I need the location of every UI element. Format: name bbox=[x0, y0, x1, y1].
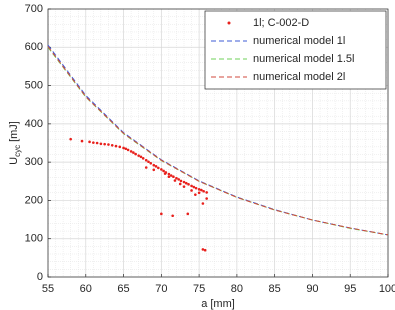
y-label-main: U bbox=[8, 157, 20, 165]
scatter-point bbox=[134, 152, 137, 156]
x-tick-label: 85 bbox=[269, 283, 281, 295]
scatter-point bbox=[167, 175, 171, 178]
scatter-point bbox=[182, 180, 186, 184]
model-line bbox=[47, 46, 389, 236]
scatter-point bbox=[192, 185, 196, 189]
legend-label: numerical model 1l bbox=[253, 35, 345, 47]
scatter-point bbox=[190, 189, 193, 192]
scatter-point bbox=[187, 183, 190, 186]
scatter-point bbox=[184, 181, 188, 185]
scatter-point bbox=[152, 163, 156, 167]
x-tick-label: 80 bbox=[231, 283, 243, 295]
scatter-point bbox=[194, 193, 197, 196]
scatter-point bbox=[141, 157, 145, 160]
scatter-point bbox=[160, 212, 163, 216]
scatter-point bbox=[177, 178, 181, 181]
scatter-point bbox=[162, 169, 165, 173]
scatter-point bbox=[144, 166, 148, 169]
y-tick-label: 100 bbox=[25, 233, 43, 245]
scatter-point bbox=[205, 197, 208, 200]
legend-label: numerical model 1.5l bbox=[253, 53, 355, 65]
y-tick-label: 300 bbox=[25, 156, 43, 168]
scatter-point bbox=[197, 191, 201, 195]
scatter-point bbox=[182, 185, 186, 188]
scatter-point bbox=[69, 137, 72, 141]
x-tick-label: 95 bbox=[344, 283, 356, 295]
scatter-point bbox=[202, 189, 205, 193]
x-tick-label: 90 bbox=[306, 283, 318, 295]
y-tick-label: 200 bbox=[25, 194, 43, 206]
scatter-point bbox=[194, 186, 198, 190]
scatter-point bbox=[190, 184, 193, 188]
scatter-point bbox=[132, 151, 135, 154]
scatter-point bbox=[88, 140, 91, 144]
y-tick-label: 400 bbox=[25, 118, 43, 130]
scatter-point bbox=[107, 143, 110, 146]
scatter-point bbox=[114, 144, 118, 148]
scatter-point bbox=[110, 143, 114, 147]
x-tick-label: 65 bbox=[117, 283, 129, 295]
scatter-point bbox=[149, 161, 153, 165]
y-tick-label: 600 bbox=[25, 41, 43, 53]
scatter-point bbox=[200, 188, 203, 192]
plot-frame bbox=[47, 8, 389, 278]
scatter-point bbox=[201, 248, 205, 251]
scatter-point bbox=[157, 166, 160, 170]
scatter-point bbox=[129, 150, 133, 153]
scatter-point bbox=[99, 142, 103, 146]
y-tick-label: 700 bbox=[25, 3, 43, 15]
scatter-point bbox=[147, 160, 150, 164]
scatter-point bbox=[160, 168, 163, 171]
scatter-point bbox=[152, 168, 156, 172]
scatter-point bbox=[122, 146, 125, 150]
scatter-point bbox=[126, 148, 130, 152]
scatter-point bbox=[171, 214, 174, 218]
scatter-point bbox=[103, 142, 106, 146]
y-label-unit: [mJ] bbox=[8, 121, 20, 142]
scatter-point bbox=[186, 212, 190, 216]
scatter-point bbox=[124, 147, 128, 151]
scatter-point bbox=[172, 175, 175, 178]
scatter-point bbox=[137, 154, 140, 157]
x-tick-label: 75 bbox=[193, 283, 205, 295]
scatter-point bbox=[163, 172, 167, 175]
scatter-point bbox=[201, 202, 205, 205]
scatter-point bbox=[203, 248, 207, 252]
y-tick-label: 0 bbox=[37, 271, 43, 283]
legend-label: numerical model 2l bbox=[253, 71, 345, 83]
x-axis-label: a [mm] bbox=[201, 298, 235, 310]
scatter-point bbox=[169, 174, 173, 177]
scatter-point bbox=[173, 179, 177, 182]
y-label-sub: cyc bbox=[13, 145, 22, 157]
scatter-point bbox=[92, 141, 95, 144]
x-tick-label: 60 bbox=[80, 283, 92, 295]
x-tick-label: 55 bbox=[42, 283, 54, 295]
x-tick-label: 100 bbox=[379, 283, 395, 295]
scatter-point bbox=[139, 155, 143, 159]
scatter-point bbox=[175, 176, 178, 180]
scatter-point bbox=[80, 139, 84, 143]
scatter-point bbox=[197, 188, 201, 191]
scatter-point bbox=[154, 165, 158, 168]
scatter-point bbox=[179, 179, 183, 183]
y-tick-label: 500 bbox=[25, 79, 43, 91]
scatter-point bbox=[118, 145, 122, 149]
x-tick-label: 70 bbox=[155, 283, 167, 295]
scatter-point bbox=[144, 158, 148, 162]
scatter-point bbox=[178, 182, 182, 186]
scatter-point bbox=[205, 191, 208, 194]
legend-box bbox=[204, 10, 387, 90]
legend-label: 1l; C-002-D bbox=[253, 17, 309, 29]
scatter-point bbox=[167, 172, 171, 176]
scatter-point bbox=[95, 141, 99, 145]
y-axis-label: Ucyc [mJ] bbox=[8, 121, 22, 165]
legend-marker bbox=[227, 21, 231, 25]
